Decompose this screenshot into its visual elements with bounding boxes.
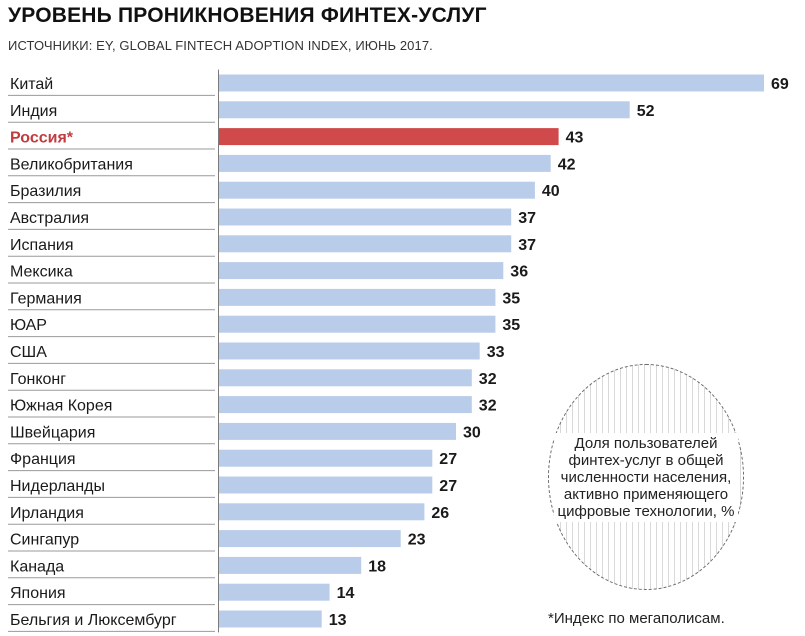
value-label: 52: [637, 103, 655, 120]
category-label: Южная Корея: [10, 398, 112, 415]
bar: [219, 235, 512, 253]
value-label: 13: [329, 612, 347, 629]
bar: [219, 476, 433, 494]
category-label: Бельгия и Люксембург: [10, 612, 177, 629]
bar: [219, 610, 322, 628]
bar: [219, 503, 425, 521]
category-label: Сингапур: [10, 532, 79, 549]
value-label: 27: [439, 451, 457, 468]
bar: [219, 288, 496, 306]
value-label: 32: [479, 398, 497, 415]
category-label: Великобритания: [10, 156, 133, 173]
category-label: Бразилия: [10, 183, 81, 200]
category-label: Китай: [10, 76, 53, 93]
value-label: 43: [566, 130, 584, 147]
category-label: Гонконг: [10, 371, 66, 388]
value-label: 37: [518, 237, 536, 254]
value-label: 42: [558, 156, 576, 173]
bar: [219, 208, 512, 226]
value-label: 69: [771, 76, 789, 93]
bar: [219, 422, 456, 440]
bar: [219, 530, 401, 548]
category-label: Австралия: [10, 210, 89, 227]
category-label: Швейцария: [10, 424, 95, 441]
category-label: Россия*: [10, 130, 74, 147]
footnote: *Индекс по мегаполисам.: [548, 610, 725, 627]
category-label: Ирландия: [10, 505, 84, 522]
legend-circle: Доля пользователей финтех-услуг в общей …: [548, 364, 744, 590]
category-label: Канада: [10, 558, 64, 575]
value-label: 26: [431, 505, 449, 522]
category-label: Испания: [10, 237, 74, 254]
value-label: 30: [463, 424, 481, 441]
category-label: США: [10, 344, 47, 361]
bar: [219, 181, 535, 199]
value-label: 37: [518, 210, 536, 227]
bar: [219, 342, 480, 360]
category-label: Нидерланды: [10, 478, 105, 495]
value-label: 35: [502, 290, 520, 307]
value-label: 40: [542, 183, 560, 200]
chart-title: УРОВЕНЬ ПРОНИКНОВЕНИЯ ФИНТЕХ-УСЛУГ: [8, 4, 487, 27]
bar-highlight: [219, 128, 559, 146]
bar: [219, 262, 504, 280]
chart-subtitle: ИСТОЧНИКИ: EY, GLOBAL FINTECH ADOPTION I…: [8, 38, 433, 53]
value-label: 36: [510, 264, 528, 281]
bar: [219, 369, 472, 387]
category-label: Германия: [10, 290, 82, 307]
category-label: Индия: [10, 103, 57, 120]
value-label: 32: [479, 371, 497, 388]
bar: [219, 315, 496, 333]
category-label: Франция: [10, 451, 76, 468]
bar: [219, 583, 330, 601]
bar: [219, 396, 472, 414]
bar: [219, 556, 362, 574]
category-label: Мексика: [10, 264, 73, 281]
category-label: Япония: [10, 585, 66, 602]
value-label: 23: [408, 532, 426, 549]
category-label: ЮАР: [10, 317, 47, 334]
bar: [219, 74, 764, 92]
value-label: 35: [502, 317, 520, 334]
value-label: 18: [368, 558, 386, 575]
value-label: 14: [337, 585, 355, 602]
legend-text: Доля пользователей финтех-услуг в общей …: [554, 432, 738, 522]
bar: [219, 101, 630, 119]
value-label: 27: [439, 478, 457, 495]
bar: [219, 154, 551, 172]
value-label: 33: [487, 344, 505, 361]
bar: [219, 449, 433, 467]
